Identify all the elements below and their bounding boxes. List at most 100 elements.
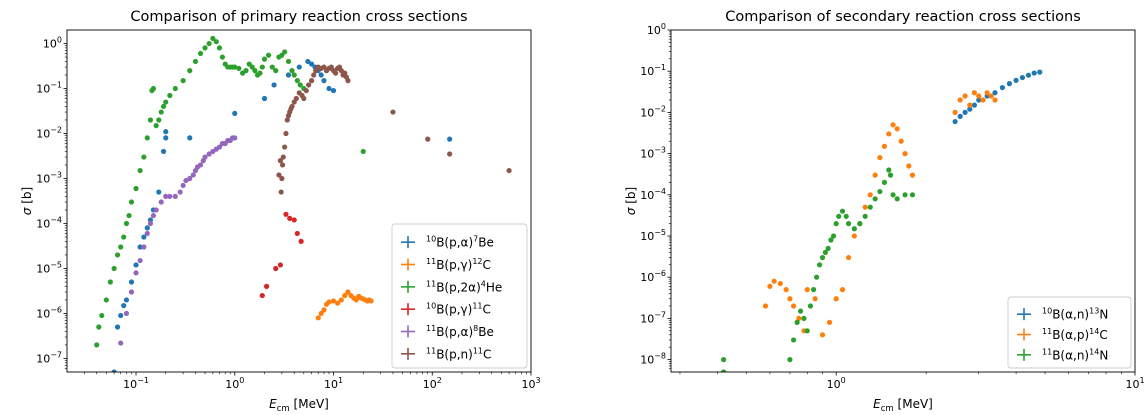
x-tick-label: 101: [324, 376, 343, 391]
data-point: [318, 72, 324, 78]
data-point: [887, 172, 894, 178]
series-3: [259, 211, 304, 299]
data-point: [1025, 72, 1032, 78]
data-point: [99, 312, 105, 319]
data-point: [988, 93, 994, 99]
data-point: [311, 72, 317, 78]
data-point: [309, 61, 315, 67]
data-point: [839, 287, 846, 293]
data-point: [293, 95, 299, 102]
data-point: [830, 233, 837, 239]
data-point: [862, 204, 868, 210]
data-point: [163, 129, 169, 135]
data-point: [167, 92, 173, 99]
data-point: [123, 310, 130, 317]
data-point: [886, 131, 892, 137]
data-point: [447, 136, 453, 142]
data-point: [180, 78, 186, 84]
data-point: [333, 70, 339, 76]
data-point: [137, 244, 143, 250]
data-point: [1037, 69, 1043, 75]
data-point: [118, 340, 124, 346]
data-point: [810, 287, 817, 293]
data-point: [338, 297, 344, 303]
data-point: [909, 192, 916, 198]
data-point: [721, 369, 727, 372]
y-tick-label: 10−5: [36, 260, 62, 275]
data-point: [296, 64, 302, 70]
legend-item: 11B(α,p)14C: [1017, 327, 1108, 342]
legend-label: 11B(p,γ)12C: [426, 257, 491, 272]
data-point: [971, 102, 977, 108]
data-point: [103, 297, 109, 303]
data-point: [321, 64, 327, 70]
data-point: [163, 135, 169, 141]
x-axis-label: Ecm [MeV]: [269, 397, 329, 414]
data-point: [345, 289, 351, 295]
data-point: [133, 262, 139, 268]
y-tick-label: 100: [43, 36, 62, 51]
data-point: [862, 213, 868, 219]
data-point: [833, 221, 839, 227]
data-point: [804, 287, 810, 293]
data-point: [121, 234, 127, 240]
data-point: [147, 217, 154, 223]
y-tick-label: 10−1: [36, 81, 62, 96]
data-point: [287, 215, 293, 221]
data-point: [111, 369, 117, 372]
y-axis-label: σ [b]: [20, 187, 34, 215]
data-point: [285, 58, 292, 65]
data-point: [1019, 74, 1026, 81]
data-point: [123, 220, 130, 227]
data-point: [285, 72, 292, 78]
data-point: [121, 302, 127, 309]
data-point: [872, 196, 878, 202]
data-point: [118, 312, 124, 319]
data-point: [721, 357, 727, 363]
data-point: [114, 252, 121, 258]
data-point: [232, 110, 238, 116]
data-point: [276, 172, 282, 178]
data-point: [277, 158, 284, 164]
data-point: [257, 70, 263, 76]
series-2: [94, 35, 366, 348]
y-tick-label: 10−4: [640, 187, 666, 202]
y-tick-label: 100: [647, 22, 666, 37]
data-point: [206, 40, 212, 47]
data-point: [790, 303, 797, 309]
data-point: [167, 193, 173, 200]
x-tick-label: 10−1: [123, 376, 149, 391]
data-point: [845, 221, 852, 227]
data-point: [147, 220, 154, 227]
data-point: [294, 230, 300, 237]
minor-ticks: [668, 31, 1122, 375]
data-point: [845, 254, 852, 261]
x-tick-label: 100: [827, 376, 846, 391]
data-point: [817, 262, 823, 268]
data-point: [833, 296, 839, 302]
data-point: [187, 135, 193, 141]
data-point: [794, 319, 800, 325]
data-point: [796, 315, 802, 321]
data-point: [992, 97, 998, 103]
legend-label: 11B(α,p)14C: [1042, 327, 1108, 342]
data-point: [291, 72, 297, 78]
data-point: [236, 65, 242, 72]
data-point: [342, 292, 348, 299]
data-point: [807, 303, 814, 309]
data-point: [318, 310, 324, 317]
data-point: [261, 95, 268, 102]
y-tick-label: 10−6: [640, 269, 666, 284]
data-point: [141, 154, 147, 160]
data-point: [368, 298, 374, 304]
data-point: [898, 138, 904, 144]
data-point: [263, 283, 270, 289]
data-point: [797, 308, 804, 314]
data-point: [976, 93, 982, 99]
data-point: [306, 82, 312, 88]
data-point: [158, 199, 164, 205]
data-point: [890, 122, 896, 128]
y-tick-label: 10−2: [640, 104, 666, 119]
legend-item: 11B(α,n)14N: [1017, 347, 1108, 362]
data-point: [283, 211, 289, 217]
